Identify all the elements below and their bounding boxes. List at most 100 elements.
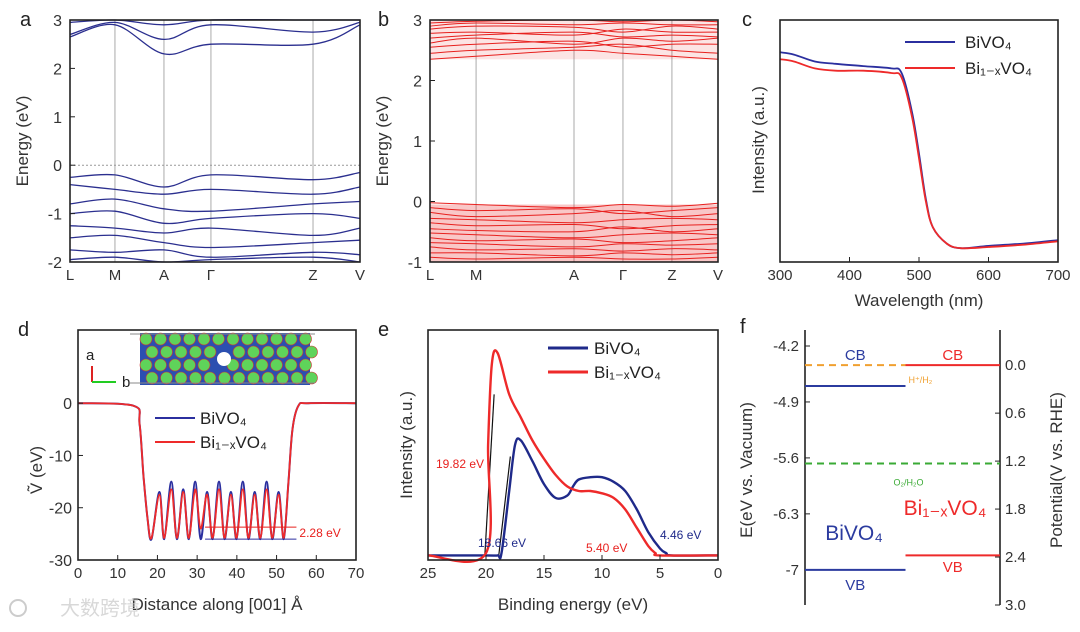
annotation-label: 4.46 eV bbox=[660, 528, 701, 542]
band-line bbox=[429, 49, 719, 60]
band-line bbox=[429, 31, 719, 39]
material-label: Bi₁₋ₓVO₄ bbox=[904, 497, 987, 520]
plot-frame bbox=[429, 19, 719, 263]
atom bbox=[270, 332, 283, 346]
atom bbox=[183, 358, 196, 372]
plot-frame bbox=[77, 329, 357, 561]
y-tick-label: 0 bbox=[413, 195, 422, 212]
y-tick-label-right: 0.6 bbox=[1005, 405, 1026, 422]
atom bbox=[174, 345, 188, 359]
band-line bbox=[69, 21, 361, 41]
y-tick-label: -10 bbox=[49, 448, 72, 465]
y-tick-label-right: 3.0 bbox=[1005, 597, 1026, 614]
atom bbox=[247, 371, 260, 385]
atom bbox=[154, 358, 167, 372]
x-tick-label: 500 bbox=[906, 267, 931, 284]
atom bbox=[299, 332, 312, 346]
y-tick-label-right: 1.2 bbox=[1005, 453, 1026, 470]
inset-axis-label: b bbox=[122, 374, 130, 391]
atom bbox=[290, 371, 304, 385]
band-line bbox=[69, 198, 361, 213]
y-tick-label: -2 bbox=[48, 255, 62, 272]
y-tick-label: -20 bbox=[49, 501, 72, 518]
x-tick-label: 300 bbox=[767, 267, 792, 284]
panel-label: a bbox=[20, 9, 32, 31]
plot-frame bbox=[427, 329, 719, 561]
atom bbox=[247, 345, 260, 359]
atom bbox=[276, 371, 289, 385]
y-tick-label: -4.2 bbox=[773, 338, 799, 355]
panel-d: a b BiVO₄ Bi₁₋ₓVO₄ 2.28 eV 0 10 20 30 40 50 60 70 0 -1… bbox=[18, 319, 364, 614]
atom bbox=[276, 345, 289, 359]
band-line bbox=[69, 210, 361, 225]
atom bbox=[174, 371, 188, 385]
vb-label: VB bbox=[845, 577, 865, 594]
cb-label: CB bbox=[845, 347, 866, 364]
band-line bbox=[429, 207, 719, 215]
band-line bbox=[429, 217, 719, 224]
legend-label: BiVO₄ bbox=[594, 339, 641, 358]
y-axis-label: Energy (eV) bbox=[373, 96, 392, 187]
x-tick-label: 60 bbox=[308, 565, 325, 582]
x-tick-label: V bbox=[355, 267, 365, 284]
y-tick-label: -4.9 bbox=[773, 394, 799, 411]
x-tick-label: A bbox=[569, 267, 579, 284]
y-axis-label: Energy (eV) bbox=[13, 96, 32, 187]
band-line bbox=[429, 40, 719, 48]
series-line bbox=[427, 349, 719, 563]
band-line bbox=[69, 256, 361, 263]
panel-c: BiVO₄ Bi₁₋ₓVO₄ 300 400 500 600 700 Wavelength (… bbox=[742, 9, 1071, 310]
band-line bbox=[69, 23, 361, 56]
x-tick-label: 10 bbox=[594, 565, 611, 582]
x-tick-label: 30 bbox=[189, 565, 206, 582]
band-line bbox=[429, 256, 719, 260]
atom bbox=[168, 332, 182, 346]
y-tick-label: 2 bbox=[413, 74, 422, 91]
annotation-label: 2.28 eV bbox=[299, 526, 340, 540]
x-axis-label: Distance along [001] Å bbox=[131, 595, 303, 614]
watermark-text: 大数跨境 bbox=[60, 597, 140, 620]
series-line bbox=[779, 58, 1059, 250]
y-tick-label: 2 bbox=[53, 61, 62, 78]
x-axis-label: Binding energy (eV) bbox=[498, 595, 648, 614]
x-tick-label: 15 bbox=[536, 565, 553, 582]
band-line bbox=[429, 237, 719, 244]
atom bbox=[255, 358, 269, 372]
atom bbox=[168, 358, 182, 372]
x-tick-label: Γ bbox=[619, 267, 627, 284]
x-tick-label: 40 bbox=[229, 565, 246, 582]
atom bbox=[305, 371, 318, 385]
x-tick-label: 0 bbox=[714, 565, 722, 582]
plot-frame bbox=[779, 19, 1059, 263]
atom bbox=[160, 371, 173, 385]
y-tick-label: 3 bbox=[53, 13, 62, 30]
x-tick-label: 600 bbox=[976, 267, 1001, 284]
atom bbox=[241, 332, 254, 346]
redox-label: H⁺/H₂ bbox=[909, 375, 933, 385]
band-line bbox=[429, 226, 719, 233]
atom bbox=[197, 358, 211, 372]
atom bbox=[183, 332, 196, 346]
legend-label: Bi₁₋ₓVO₄ bbox=[594, 363, 661, 382]
atom bbox=[160, 345, 173, 359]
y-tick-label: -6.3 bbox=[773, 506, 799, 523]
atom bbox=[203, 371, 217, 385]
conduction-band-fill bbox=[430, 20, 718, 60]
atom bbox=[255, 332, 269, 346]
band-line bbox=[429, 202, 719, 209]
atom bbox=[189, 371, 202, 385]
legend-label: BiVO₄ bbox=[965, 33, 1012, 52]
y-tick-label-right: 0.0 bbox=[1005, 357, 1026, 374]
x-tick-label: M bbox=[470, 267, 483, 284]
atom bbox=[284, 358, 298, 372]
legend-label: Bi₁₋ₓVO₄ bbox=[200, 433, 267, 452]
y-tick-label: -1 bbox=[408, 255, 422, 272]
atom bbox=[290, 345, 304, 359]
crystal-structure-inset bbox=[130, 332, 318, 385]
x-axis-label: Wavelength (nm) bbox=[855, 291, 984, 310]
y-tick-label: 1 bbox=[53, 110, 62, 127]
atom bbox=[145, 371, 159, 385]
band-line bbox=[429, 246, 719, 252]
cb-label: CB bbox=[942, 347, 963, 364]
